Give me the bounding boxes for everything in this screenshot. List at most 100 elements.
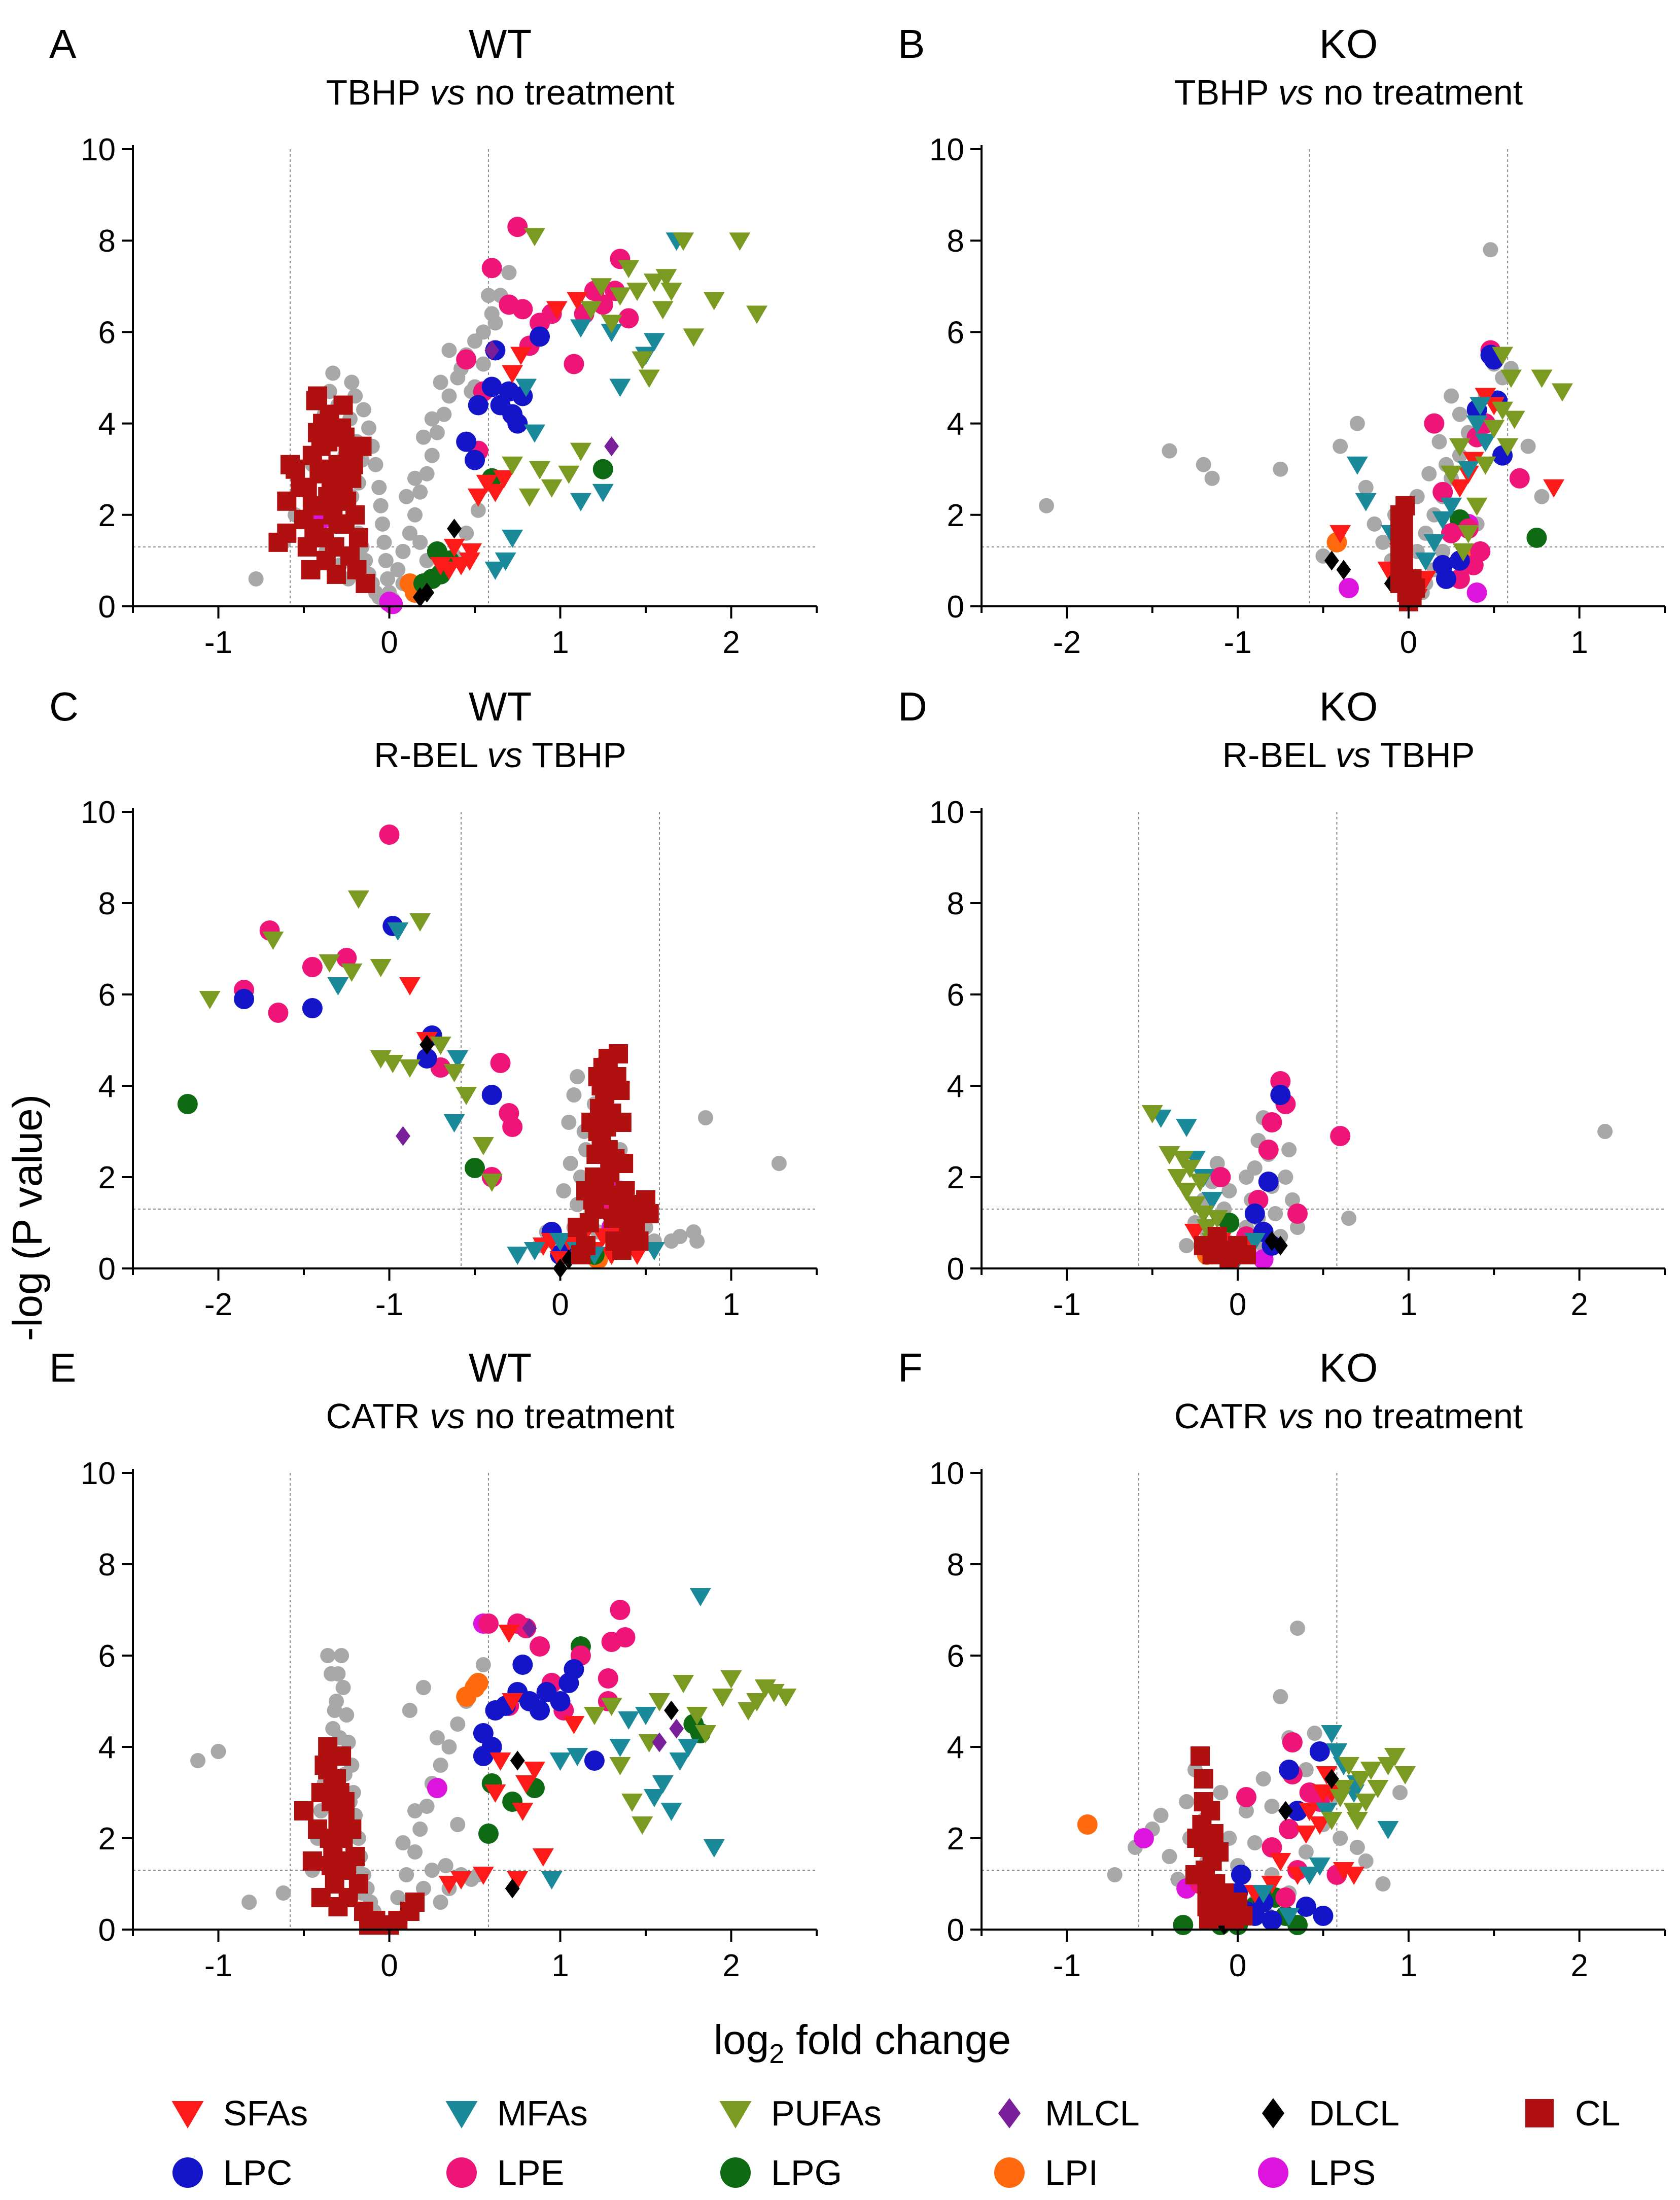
data-point-pufa [632, 351, 653, 370]
legend-label: LPI [1045, 2153, 1098, 2192]
data-point-mfa [635, 1707, 656, 1725]
data-point-cl [307, 386, 327, 406]
data-point-cl [297, 537, 317, 557]
data-point-cl [333, 395, 353, 415]
data-point-mfa [643, 1242, 665, 1260]
data-point-pufa [583, 1707, 605, 1725]
data-point-other [407, 507, 423, 523]
data-point-other [335, 1680, 351, 1695]
data-point-mfa [609, 379, 631, 397]
panel-subtitle: TBHP vs no treatment [326, 73, 674, 112]
panel-letter: D [898, 684, 927, 729]
y-tick-label: 6 [947, 978, 964, 1013]
data-point-pufa [1497, 438, 1519, 457]
data-point-sfa [1475, 388, 1496, 406]
data-point-mfa [507, 1247, 529, 1265]
data-point-lpc [234, 989, 255, 1009]
data-point-pufa [1367, 1780, 1389, 1798]
data-point-lpe [336, 948, 357, 968]
data-point-lpc [468, 395, 488, 416]
data-point-cl [629, 1231, 649, 1251]
data-point-mfa [1355, 493, 1377, 511]
data-point-other [1038, 498, 1054, 513]
data-point-lpg [592, 459, 613, 479]
data-point-mfa [1346, 456, 1368, 475]
data-point-other [1289, 1621, 1305, 1636]
data-point-sfa [626, 1247, 648, 1265]
x-tick-label: -2 [1053, 625, 1081, 660]
data-point-pufa [382, 1055, 404, 1073]
data-point-lpe [1262, 1112, 1282, 1132]
data-point-pufa [660, 283, 682, 301]
legend-label: LPG [771, 2153, 842, 2192]
data-point-pufa [558, 465, 580, 484]
data-point-pufa [621, 1794, 643, 1812]
data-point-other [501, 265, 517, 281]
data-point-other [441, 1739, 457, 1755]
data-point-pufa [541, 479, 563, 498]
data-point-pufa [1457, 525, 1479, 543]
data-point-mfa [567, 1748, 588, 1766]
data-point-lpc [1296, 1897, 1316, 1917]
data-point-dlcl [510, 1750, 525, 1771]
data-point-mfa [1309, 1858, 1331, 1876]
data-point-lpe [481, 258, 502, 279]
data-point-pufa [746, 305, 768, 324]
data-point-sfa [567, 292, 588, 311]
data-point-other [1375, 534, 1391, 550]
data-point-pufa [1441, 465, 1462, 484]
data-point-lpc [1244, 1204, 1265, 1224]
data-point-mfa [327, 977, 349, 995]
data-point-other [1358, 1853, 1374, 1869]
data-point-other [1281, 1142, 1297, 1157]
legend-item-mlcl: MLCL [998, 2093, 1140, 2133]
points [177, 824, 787, 1279]
data-point-other [1392, 1785, 1408, 1800]
data-point-lpc [481, 1085, 502, 1105]
data-point-pufa [648, 1693, 670, 1711]
panel-subtitle-vs: vs [1336, 735, 1371, 775]
data-point-other [402, 525, 417, 541]
legend-item-mfa: MFAs [445, 2093, 588, 2133]
data-point-cl [328, 1897, 348, 1916]
data-point-other [450, 1716, 466, 1732]
data-point-pufa [1500, 369, 1522, 388]
legend-label: MFAs [497, 2093, 588, 2133]
data-point-sfa [563, 1716, 585, 1734]
data-point-other [1162, 1849, 1177, 1864]
data-point-sfa [546, 301, 568, 320]
legend-marker-lps [1258, 2157, 1288, 2188]
data-point-pufa [399, 1059, 421, 1078]
data-point-cl [1187, 1829, 1207, 1848]
data-point-pufa [1394, 1766, 1416, 1784]
data-point-other [1298, 1844, 1314, 1860]
data-point-pufa [523, 228, 545, 247]
y-tick-label: 8 [947, 886, 964, 921]
data-point-cl [281, 455, 300, 474]
data-point-lps [427, 1778, 447, 1798]
legend-marker-mfa [445, 2101, 478, 2128]
data-point-pufa [601, 315, 622, 333]
y-tick-label: 0 [98, 1252, 116, 1287]
panel-subtitle-pre: CATR [326, 1396, 430, 1436]
data-point-pufa [1167, 1169, 1189, 1187]
legend-label: LPC [223, 2153, 292, 2192]
data-point-other [407, 1844, 423, 1860]
data-point-other [376, 534, 392, 550]
data-point-dlcl [1278, 1801, 1293, 1821]
x-tick-label: 1 [1400, 1287, 1417, 1322]
data-point-mlcl [604, 436, 619, 457]
data-point-sfa [1299, 1803, 1320, 1821]
panel-subtitle-vs: vs [1278, 73, 1314, 112]
data-point-other [419, 466, 435, 482]
data-point-lpc [1436, 568, 1456, 589]
x-tick-label: 2 [1570, 1948, 1588, 1983]
legend-item-lps: LPS [1258, 2153, 1376, 2192]
data-point-pufa [590, 278, 612, 297]
panel-subtitle-post: no treatment [1314, 73, 1523, 112]
data-point-mfa [1432, 511, 1454, 530]
data-point-other [412, 534, 428, 550]
legend-marker-mlcl [998, 2098, 1021, 2128]
panel-letter: E [49, 1345, 76, 1390]
data-point-mfa [1423, 534, 1445, 553]
